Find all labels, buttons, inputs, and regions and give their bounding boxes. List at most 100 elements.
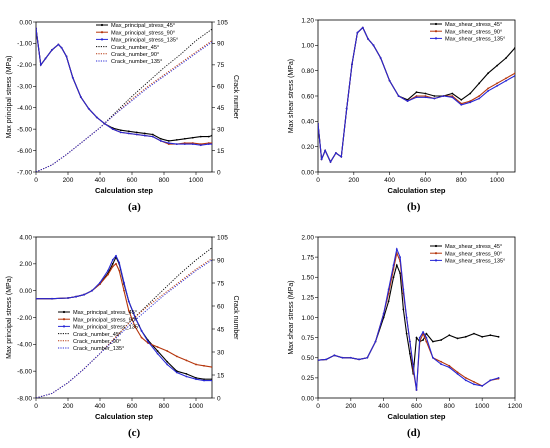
- series-point: [489, 379, 492, 382]
- series-point: [395, 264, 398, 267]
- series-point: [392, 276, 395, 279]
- series-point: [514, 72, 515, 75]
- series-point: [440, 339, 443, 341]
- series-point: [464, 379, 467, 382]
- legend: Max_shear_stress_45°Max_shear_stress_90°…: [430, 22, 505, 43]
- legend-label: Crack_number_45°: [111, 45, 159, 51]
- series-point: [199, 135, 202, 138]
- series-point: [487, 90, 490, 92]
- y2-tick-label: 90: [217, 257, 225, 264]
- series-point: [107, 269, 109, 272]
- series-point: [409, 340, 411, 343]
- y2-tick-label: 75: [217, 62, 225, 69]
- series-point: [487, 87, 490, 90]
- legend-label: Crack_number_135°: [73, 346, 124, 352]
- series-point: [448, 334, 451, 337]
- series-point: [424, 92, 427, 95]
- series-point: [496, 64, 498, 67]
- series-point: [473, 383, 475, 386]
- series-point: [151, 135, 154, 138]
- series-point: [167, 140, 170, 142]
- series-point: [51, 48, 53, 51]
- series-point: [464, 376, 467, 379]
- series-point: [318, 359, 319, 362]
- series-point: [119, 131, 122, 134]
- series-line-3: [318, 247, 499, 390]
- series-point: [199, 144, 202, 147]
- legend-marker: [434, 30, 438, 33]
- series-point: [422, 331, 424, 333]
- y-tick-label: 1.20: [301, 17, 314, 24]
- series-point: [481, 385, 484, 387]
- series-point: [111, 128, 114, 131]
- series-point: [514, 46, 515, 49]
- series-point: [424, 96, 427, 99]
- series-point: [388, 79, 391, 82]
- series-point: [51, 297, 53, 300]
- series-point: [395, 248, 398, 250]
- series-point: [207, 135, 210, 138]
- y2-tick-label: 30: [217, 126, 225, 133]
- series-line-5: [36, 258, 212, 398]
- y-tick-label: 2.00: [19, 261, 32, 268]
- series-point: [140, 330, 143, 332]
- series-point: [415, 91, 418, 94]
- series-point: [399, 256, 401, 259]
- legend-label: Max_principal_stress_45°: [111, 23, 175, 29]
- series-point: [111, 265, 114, 268]
- legend-marker: [100, 38, 104, 41]
- series-line-4: [36, 247, 212, 398]
- legend: Max_principal_stress_45°Max_principal_st…: [96, 23, 178, 65]
- series-point: [478, 82, 481, 85]
- y2-tick-label: 15: [217, 148, 225, 155]
- y2-tick-label: 105: [217, 234, 228, 241]
- y2-axis-label: Crack number: [232, 296, 239, 341]
- series-point: [156, 352, 159, 355]
- y-tick-label: 0.50: [301, 355, 314, 362]
- series-point: [440, 363, 443, 366]
- y-tick-label: 0.40: [301, 119, 314, 126]
- x-tick-label: 0: [316, 177, 320, 184]
- y2-tick-label: 60: [217, 303, 225, 310]
- series-point: [340, 155, 343, 158]
- series-point: [65, 55, 68, 58]
- y2-axis-label: Crack number: [232, 75, 239, 120]
- legend-marker: [434, 259, 438, 262]
- x-tick-label: 200: [345, 403, 356, 410]
- series-point: [175, 143, 178, 146]
- series-point: [489, 334, 492, 337]
- series-point: [119, 129, 122, 132]
- series-point: [405, 332, 408, 335]
- y-tick-label: 0.60: [301, 93, 314, 100]
- series-point: [412, 364, 415, 367]
- x-tick-label: 1000: [189, 403, 204, 410]
- series-point: [36, 27, 37, 30]
- legend-label: Crack_number_135°: [111, 59, 162, 65]
- x-tick-label: 400: [384, 177, 395, 184]
- panel-label-c: (c): [128, 427, 141, 439]
- series-point: [91, 289, 93, 292]
- series-point: [418, 336, 421, 339]
- series-point: [496, 84, 498, 87]
- series-point: [151, 133, 154, 136]
- series-line-6: [36, 41, 212, 172]
- series-point: [211, 143, 212, 146]
- series-point: [83, 293, 85, 296]
- series-point: [147, 340, 149, 343]
- series-point: [211, 378, 212, 381]
- series-point: [75, 295, 77, 298]
- legend-label: Max_shear_stress_135°: [445, 37, 505, 43]
- series-point: [448, 366, 451, 369]
- series-point: [166, 360, 169, 363]
- series-point: [399, 272, 401, 275]
- y-tick-label: -3.00: [17, 84, 32, 91]
- y-tick-label: 0.00: [301, 169, 314, 176]
- x-tick-label: 1200: [508, 403, 523, 410]
- y2-tick-label: 75: [217, 280, 225, 287]
- series-point: [451, 95, 454, 97]
- series-point: [107, 273, 109, 276]
- x-tick-label: 0: [34, 403, 38, 410]
- y-tick-label: 0.00: [19, 19, 32, 26]
- series-point: [134, 325, 137, 328]
- series-line-1: [318, 26, 515, 164]
